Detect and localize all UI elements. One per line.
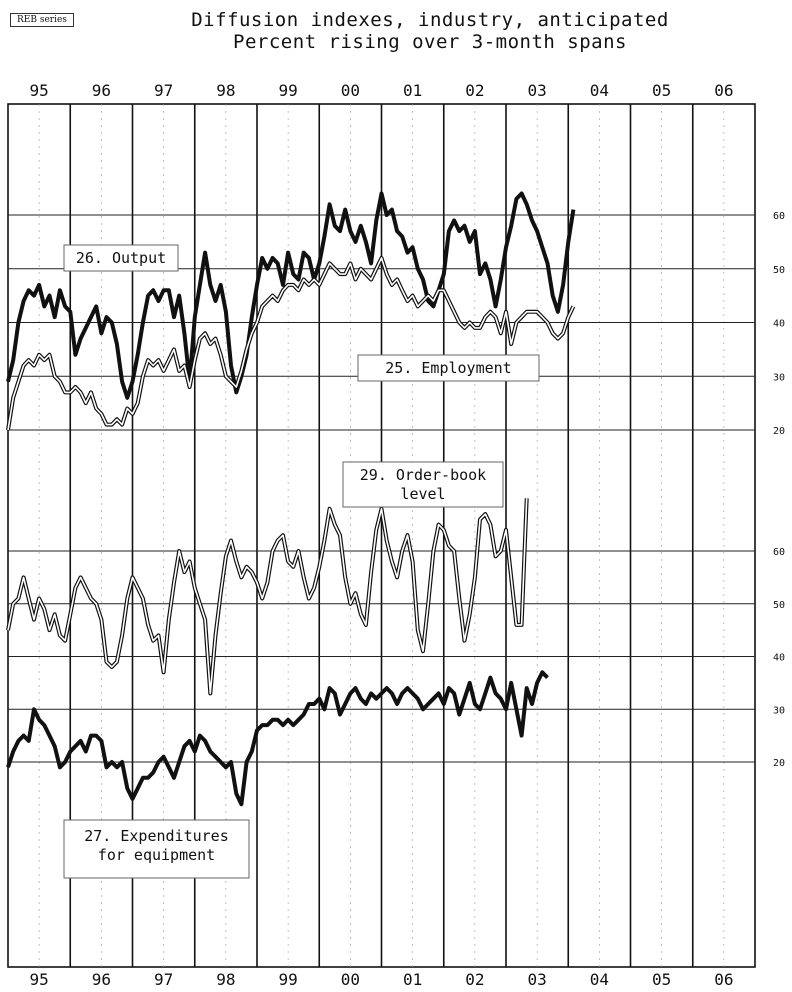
y-tick-label-lower: 20: [773, 758, 785, 769]
x-tick-label-top: 99: [278, 81, 297, 100]
x-tick-label-bottom: 00: [341, 970, 360, 989]
y-tick-label-upper: 40: [773, 319, 785, 330]
x-tick-label-bottom: 95: [29, 970, 48, 989]
series-line-outline-25-employment: [6, 256, 576, 431]
annotation-26-output-box: [63, 244, 179, 272]
annotation-27-expenditures-for-equipment: for equipment: [98, 846, 215, 864]
series-tag: REB series: [10, 13, 74, 27]
annotation-29-order-book-level: level: [400, 485, 445, 503]
series-line-outline-29-order-book-level: [6, 498, 529, 696]
y-tick-label-upper: 60: [773, 211, 785, 222]
y-tick-label-lower: 30: [773, 705, 785, 716]
x-tick-label-top: 05: [652, 81, 671, 100]
x-tick-label-bottom: 05: [652, 970, 671, 989]
x-tick-label-top: 00: [341, 81, 360, 100]
series-line-26-output: [6, 191, 576, 400]
x-tick-label-bottom: 99: [278, 970, 297, 989]
x-tick-label-bottom: 97: [154, 970, 173, 989]
x-tick-label-bottom: 02: [465, 970, 484, 989]
y-tick-label-upper: 30: [773, 372, 785, 383]
y-tick-label-lower: 50: [773, 600, 785, 611]
annotation-26-output: 26. Output: [76, 249, 166, 267]
annotation-25-employment-box: [357, 354, 540, 382]
x-tick-label-bottom: 96: [92, 970, 111, 989]
x-tick-label-bottom: 04: [590, 970, 609, 989]
annotation-25-employment: 25. Employment: [385, 359, 511, 377]
series-line-27-expenditures-for-equipment: [6, 670, 549, 807]
series-line-29-order-book-level: [7, 498, 528, 695]
chart-title-line2: Percent rising over 3-month spans: [233, 31, 627, 53]
y-tick-label-lower: 40: [773, 653, 785, 664]
x-tick-label-top: 97: [154, 81, 173, 100]
y-tick-label-upper: 50: [773, 265, 785, 276]
chart-title-line1: Diffusion indexes, industry, anticipated: [191, 9, 669, 31]
x-tick-label-top: 01: [403, 81, 422, 100]
annotation-29-order-book-level: 29. Order-book: [360, 466, 486, 484]
x-tick-label-top: 02: [465, 81, 484, 100]
series-line-25-employment: [7, 257, 575, 431]
annotation-27-expenditures-for-equipment-box: [63, 819, 250, 879]
annotation-27-expenditures-for-equipment: 27. Expenditures: [84, 827, 229, 845]
annotation-29-order-book-level-box: [342, 461, 504, 508]
x-tick-label-top: 06: [714, 81, 733, 100]
x-tick-label-bottom: 03: [527, 970, 546, 989]
x-tick-label-top: 04: [590, 81, 609, 100]
x-tick-label-bottom: 98: [216, 970, 235, 989]
x-tick-label-top: 98: [216, 81, 235, 100]
x-tick-label-top: 96: [92, 81, 111, 100]
x-tick-label-bottom: 06: [714, 970, 733, 989]
x-tick-label-top: 95: [29, 81, 48, 100]
y-tick-label-lower: 60: [773, 547, 785, 558]
y-tick-label-upper: 20: [773, 426, 785, 437]
x-tick-label-top: 03: [527, 81, 546, 100]
x-tick-label-bottom: 01: [403, 970, 422, 989]
